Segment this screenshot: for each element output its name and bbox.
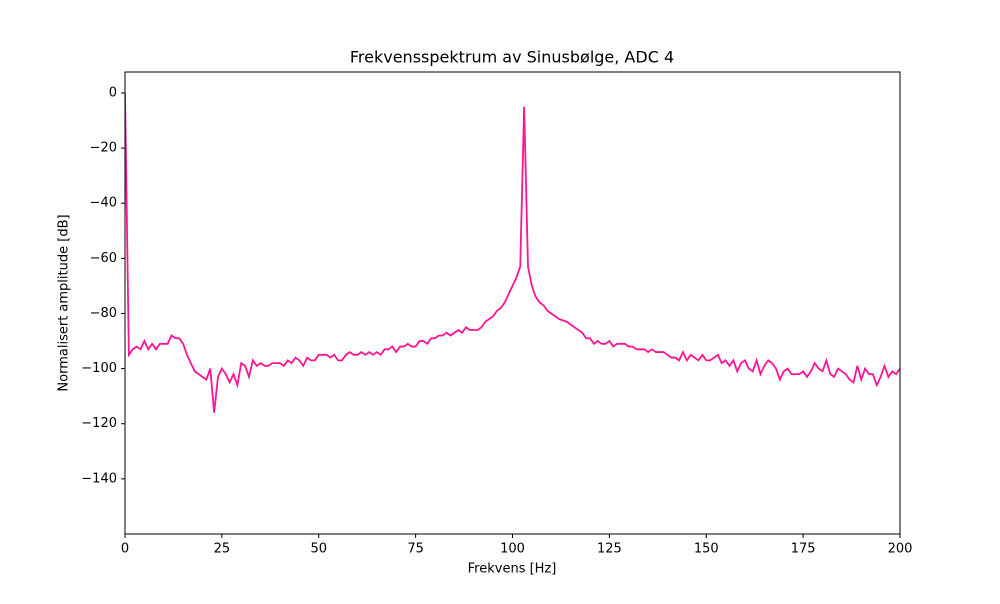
x-tick-label: 125 — [597, 542, 622, 557]
x-axis-label: Frekvens [Hz] — [468, 562, 557, 577]
y-tick-label: −40 — [90, 196, 117, 211]
x-tick-label: 200 — [888, 542, 913, 557]
y-tick-label: −60 — [90, 251, 117, 266]
chart-title: Frekvensspektrum av Sinusbølge, ADC 4 — [350, 48, 674, 67]
y-tick-label: −80 — [90, 306, 117, 321]
x-tick-label: 0 — [121, 542, 129, 557]
y-axis-label: Normalisert amplitude [dB] — [57, 214, 72, 391]
plot-frame — [124, 71, 901, 535]
y-tick-label: −140 — [81, 471, 117, 486]
y-tick-label: −20 — [90, 141, 117, 156]
x-tick-label: 50 — [310, 542, 327, 557]
x-tick-label: 150 — [694, 542, 719, 557]
x-tick-label: 175 — [791, 542, 816, 557]
x-tick-label: 25 — [214, 542, 231, 557]
data-line — [125, 92, 900, 413]
x-tick-label: 100 — [500, 542, 525, 557]
x-tick-label: 75 — [407, 542, 424, 557]
y-tick-label: 0 — [109, 85, 117, 100]
y-tick-label: −120 — [81, 416, 117, 431]
y-tick-label: −100 — [81, 361, 117, 376]
